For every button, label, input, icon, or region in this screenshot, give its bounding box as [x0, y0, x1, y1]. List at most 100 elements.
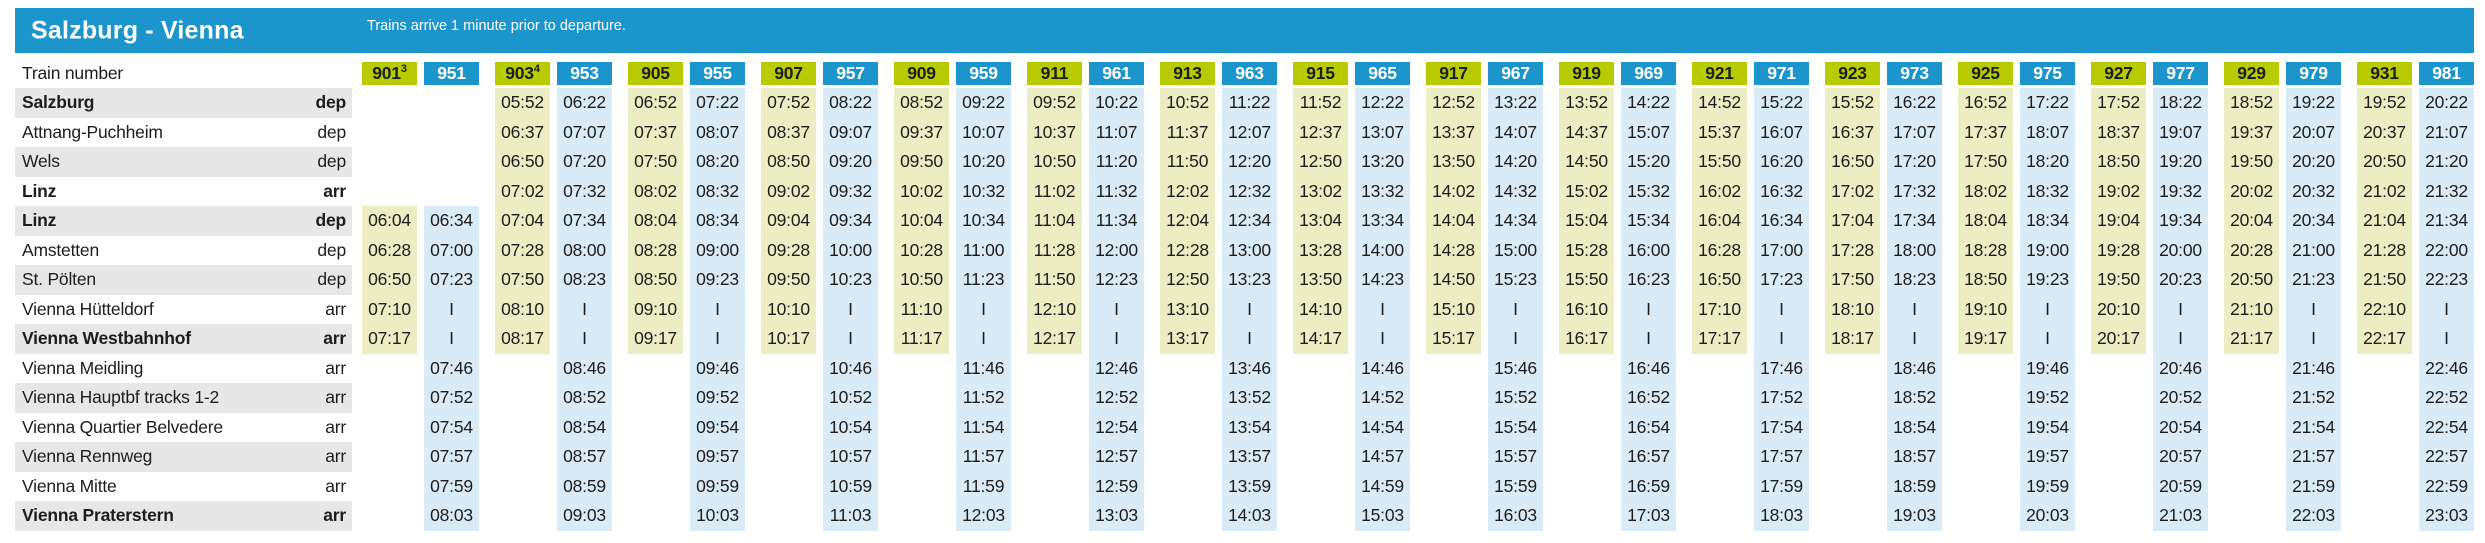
time-cell: 20:50 — [2224, 265, 2279, 295]
station-name: St. Pölten — [22, 269, 96, 290]
time-cell: 20:46 — [2153, 353, 2208, 383]
time-cell: 09:52 — [690, 383, 745, 413]
time-cell: 20:22 — [2419, 88, 2474, 118]
time-cell — [1692, 501, 1747, 531]
time-cell: 10:23 — [823, 265, 878, 295]
time-cell: 07:34 — [557, 206, 612, 236]
time-cell: 07:32 — [557, 176, 612, 206]
time-cell: 16:00 — [1621, 235, 1676, 265]
train-number-cell: 961 — [1089, 62, 1144, 85]
time-cell — [2357, 354, 2412, 384]
time-cell: 13:23 — [1222, 265, 1277, 295]
time-cell: 10:46 — [823, 353, 878, 383]
time-cell: 12:50 — [1293, 147, 1348, 177]
time-cell: 19:20 — [2153, 147, 2208, 177]
time-cell — [761, 383, 816, 413]
train-number-cell: 973 — [1887, 62, 1942, 85]
time-cell: 07:52 — [424, 383, 479, 413]
time-cell: 13:07 — [1355, 117, 1410, 147]
time-cell — [424, 147, 479, 177]
time-cell: 12:10 — [1027, 294, 1082, 324]
train-number-cell: 977 — [2153, 62, 2208, 85]
time-cell: 11:28 — [1027, 235, 1082, 265]
station-label-block: Vienna Rennweg arr — [15, 442, 352, 472]
time-cell: 13:34 — [1355, 206, 1410, 236]
skip-marker-cell: I — [1222, 324, 1277, 354]
time-cell: 15:02 — [1559, 176, 1614, 206]
time-cell: 10:54 — [823, 412, 878, 442]
time-cell: 11:23 — [956, 265, 1011, 295]
time-cell: 16:03 — [1488, 501, 1543, 531]
time-cell: 18:04 — [1958, 206, 2013, 236]
time-cell: 19:37 — [2224, 117, 2279, 147]
time-cells: 07:17 I 08:17 I 09:17 I 10:17 I 11:17 I 12:17 I 13:1… — [362, 324, 2474, 354]
time-cells: 07:57 08:57 09:57 10:57 11:57 12:57 13:57 14:57… — [362, 442, 2474, 472]
time-cell — [1027, 383, 1082, 413]
time-cell: 08:37 — [761, 117, 816, 147]
time-cell — [1426, 442, 1481, 472]
time-cell: 18:46 — [1887, 353, 1942, 383]
time-cell: 17:07 — [1887, 117, 1942, 147]
time-cell — [1027, 442, 1082, 472]
time-cell: 09:52 — [1027, 88, 1082, 118]
time-cell: 07:54 — [424, 412, 479, 442]
station-name: Salzburg — [22, 92, 95, 113]
time-cell: 14:17 — [1293, 324, 1348, 354]
time-cell: 13:03 — [1089, 501, 1144, 531]
station-row: Vienna Mitte arr 07:59 08:59 09:59 10:59 11:59… — [15, 471, 2485, 502]
time-cell: 21:03 — [2153, 501, 2208, 531]
time-cell: 11:54 — [956, 412, 1011, 442]
station-label-block: Linz dep — [15, 206, 352, 236]
skip-marker-cell: I — [690, 294, 745, 324]
time-cell — [628, 383, 683, 413]
time-cell — [495, 442, 550, 472]
time-cell: 18:28 — [1958, 235, 2013, 265]
time-cell: 16:02 — [1692, 176, 1747, 206]
time-cell: 11:20 — [1089, 147, 1144, 177]
time-cell: 17:50 — [1825, 265, 1880, 295]
time-cell: 08:17 — [495, 324, 550, 354]
time-cell: 13:22 — [1488, 88, 1543, 118]
station-label-block: Vienna Quartier Belvedere arr — [15, 413, 352, 443]
time-cell: 19:04 — [2091, 206, 2146, 236]
station-row: Attnang-Puchheim dep 06:37 07:07 07:37 08:07 0… — [15, 117, 2485, 147]
station-row: Salzburg dep 05:52 06:22 06:52 07:22 07:52 08:2… — [15, 88, 2485, 118]
time-cell: 17:22 — [2020, 88, 2075, 118]
time-cell: 22:03 — [2286, 501, 2341, 531]
time-cell: 14:04 — [1426, 206, 1481, 236]
time-cell: 15:52 — [1825, 88, 1880, 118]
station-row: Wels dep 06:50 07:20 07:50 08:20 08:50 09:20 09:… — [15, 147, 2485, 177]
train-number-label-block: Train number — [15, 62, 352, 85]
time-cell: 11:57 — [956, 442, 1011, 472]
time-cell: 07:28 — [495, 235, 550, 265]
time-cell: 10:04 — [894, 206, 949, 236]
time-cell: 20:57 — [2153, 442, 2208, 472]
time-cell — [1293, 383, 1348, 413]
time-cells: 07:54 08:54 09:54 10:54 11:54 12:54 13:54 14:54… — [362, 412, 2474, 442]
time-cell: 14:54 — [1355, 412, 1410, 442]
station-row: Vienna Rennweg arr 07:57 08:57 09:57 10:57 11:… — [15, 442, 2485, 472]
time-cell — [495, 501, 550, 531]
time-cell: 16:46 — [1621, 353, 1676, 383]
time-cell: 14:37 — [1559, 117, 1614, 147]
time-cell: 13:02 — [1293, 176, 1348, 206]
time-cell: 16:34 — [1754, 206, 1809, 236]
time-cell: 13:28 — [1293, 235, 1348, 265]
station-name: Vienna Hütteldorf — [22, 298, 154, 319]
time-cell: 10:17 — [761, 324, 816, 354]
time-cell: 07:52 — [761, 88, 816, 118]
time-cell: 20:32 — [2286, 176, 2341, 206]
time-cell — [1825, 472, 1880, 502]
station-row: Vienna Meidling arr 07:46 08:46 09:46 10:46 11… — [15, 353, 2485, 384]
skip-marker-cell: I — [2153, 294, 2208, 324]
train-number-cell: 967 — [1488, 62, 1543, 85]
skip-marker-cell: I — [690, 324, 745, 354]
time-cell: 22:57 — [2419, 442, 2474, 472]
time-cell — [1825, 354, 1880, 384]
time-cell: 09:23 — [690, 265, 745, 295]
time-cell: 06:50 — [495, 147, 550, 177]
station-name: Linz — [22, 180, 57, 201]
time-cell — [1027, 472, 1082, 502]
skip-marker-cell: I — [823, 294, 878, 324]
time-cell: 22:17 — [2357, 324, 2412, 354]
